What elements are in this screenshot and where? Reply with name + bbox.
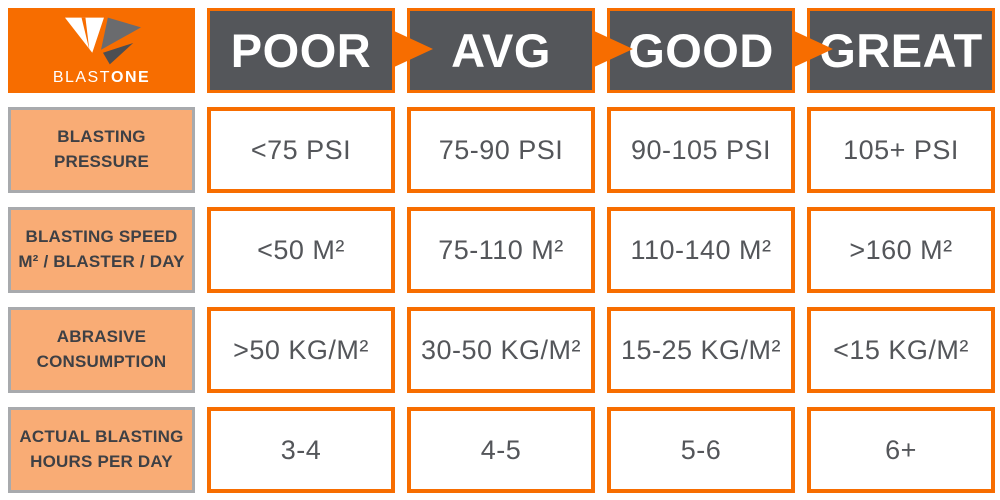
blastone-shard-icon (64, 17, 141, 65)
value-cell: <75 PSI (207, 107, 395, 193)
value-cell: 75-90 PSI (407, 107, 595, 193)
header-great: GREAT (807, 8, 995, 93)
value-cell: 90-105 PSI (607, 107, 795, 193)
value-cell: <50 M² (207, 207, 395, 293)
value-cell: 75-110 M² (407, 207, 595, 293)
value-cell: 5-6 (607, 407, 795, 493)
header-poor: POOR (207, 8, 395, 93)
value-cell: 15-25 KG/M² (607, 307, 795, 393)
value-cell: <15 KG/M² (807, 307, 995, 393)
row-label-blasting-hours: ACTUAL BLASTING HOURS PER DAY (8, 407, 195, 493)
header-arrow-icon (392, 30, 433, 68)
value-cell: 6+ (807, 407, 995, 493)
value-cell: >50 KG/M² (207, 307, 395, 393)
brand-name-bold: ONE (111, 69, 151, 86)
brand-name-light: BLAST (52, 69, 111, 86)
row-label-blasting-pressure: BLASTING PRESSURE (8, 107, 195, 193)
value-cell: 110-140 M² (607, 207, 795, 293)
row-label-blasting-speed: BLASTING SPEED M² / BLASTER / DAY (8, 207, 195, 293)
row-label-abrasive-consumption: ABRASIVE CONSUMPTION (8, 307, 195, 393)
value-cell: >160 M² (807, 207, 995, 293)
value-cell: 4-5 (407, 407, 595, 493)
brand-name: BLASTONE (53, 70, 150, 86)
header-arrow-icon (592, 30, 633, 68)
header-avg: AVG (407, 8, 595, 93)
value-cell: 3-4 (207, 407, 395, 493)
value-cell: 105+ PSI (807, 107, 995, 193)
header-arrow-icon (792, 30, 833, 68)
brand-logo: BLASTONE (8, 8, 195, 93)
value-cell: 30-50 KG/M² (407, 307, 595, 393)
header-good: GOOD (607, 8, 795, 93)
